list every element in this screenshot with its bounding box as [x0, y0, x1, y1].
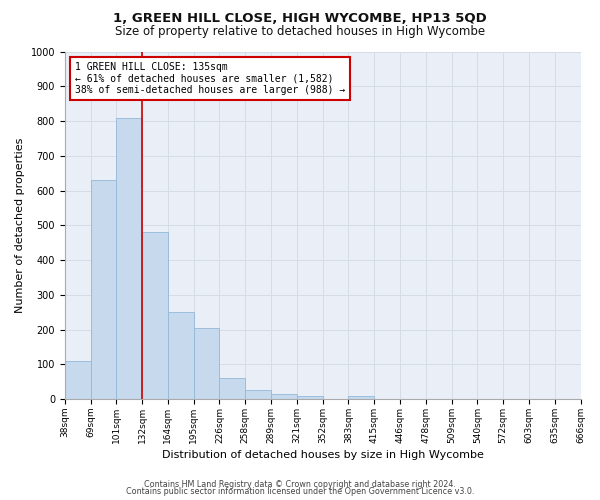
Bar	[91, 180, 116, 399]
Text: 1 GREEN HILL CLOSE: 135sqm
← 61% of detached houses are smaller (1,582)
38% of s: 1 GREEN HILL CLOSE: 135sqm ← 61% of deta…	[75, 62, 346, 95]
Bar	[245, 390, 271, 399]
Bar	[116, 118, 142, 399]
Bar	[349, 396, 374, 399]
Bar	[65, 361, 91, 399]
Bar	[194, 328, 220, 399]
Bar	[297, 396, 323, 399]
Bar	[220, 378, 245, 399]
Text: 1, GREEN HILL CLOSE, HIGH WYCOMBE, HP13 5QD: 1, GREEN HILL CLOSE, HIGH WYCOMBE, HP13 …	[113, 12, 487, 26]
X-axis label: Distribution of detached houses by size in High Wycombe: Distribution of detached houses by size …	[162, 450, 484, 460]
Bar	[168, 312, 194, 399]
Text: Contains public sector information licensed under the Open Government Licence v3: Contains public sector information licen…	[126, 487, 474, 496]
Bar	[271, 394, 297, 399]
Text: Size of property relative to detached houses in High Wycombe: Size of property relative to detached ho…	[115, 25, 485, 38]
Text: Contains HM Land Registry data © Crown copyright and database right 2024.: Contains HM Land Registry data © Crown c…	[144, 480, 456, 489]
Bar	[142, 232, 168, 399]
Y-axis label: Number of detached properties: Number of detached properties	[15, 138, 25, 313]
